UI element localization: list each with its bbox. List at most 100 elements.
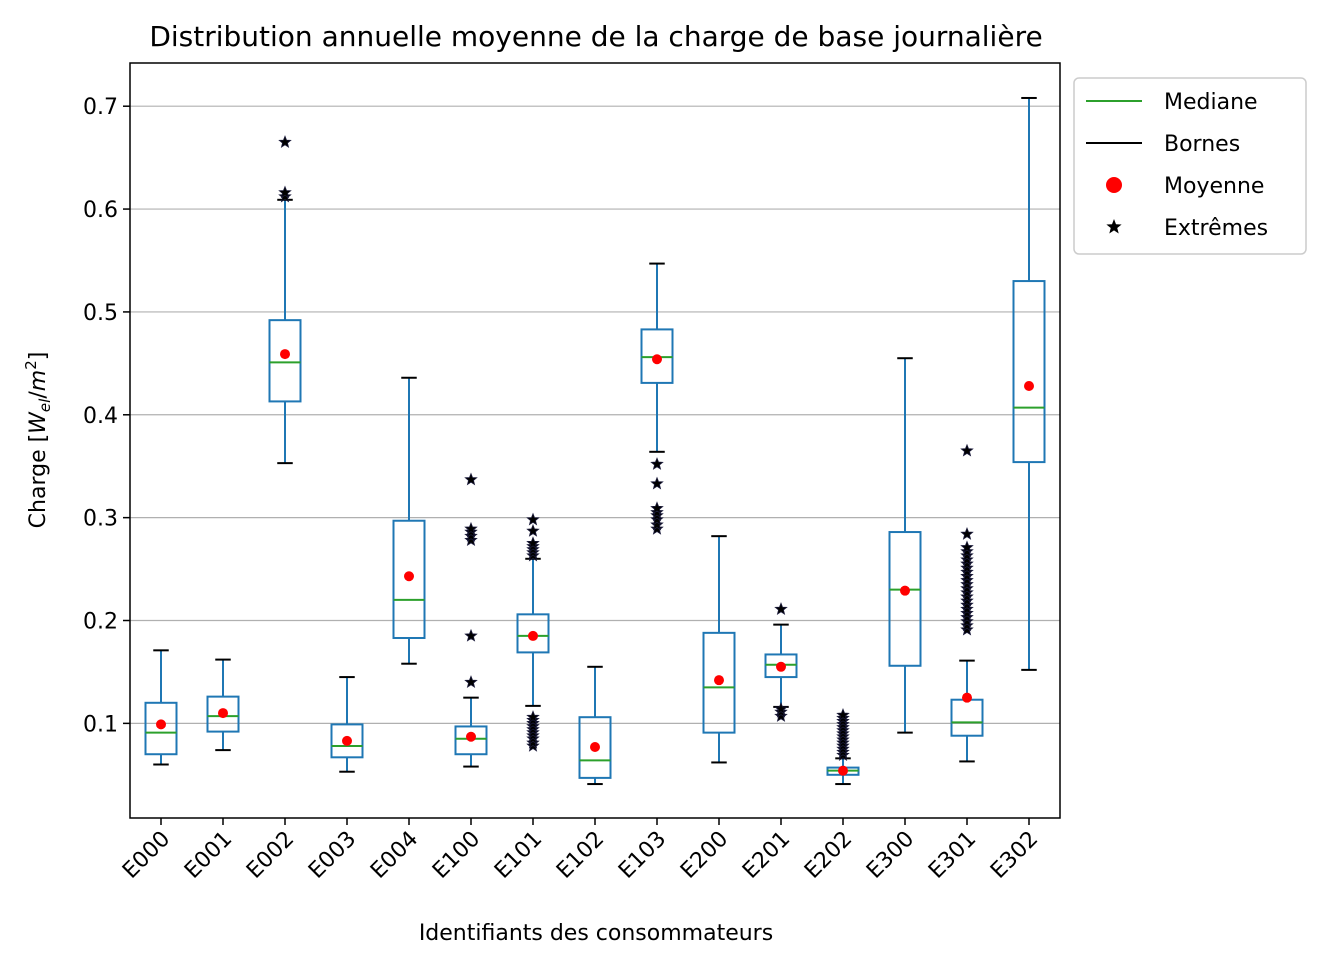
legend-star-swatch <box>1106 219 1122 234</box>
y-axis-title-prefix: Charge [ <box>26 434 51 529</box>
outlier-marker <box>960 443 974 457</box>
box-iqr <box>702 631 736 734</box>
outlier-marker <box>960 597 974 611</box>
legend-label: Extrêmes <box>1164 216 1268 241</box>
y-tick-label: 0.3 <box>83 507 118 532</box>
outlier-marker <box>526 735 540 749</box>
outlier-marker <box>960 589 974 603</box>
box-E003 <box>330 676 364 773</box>
y-tick-label: 0.7 <box>83 95 118 120</box>
box-E301 <box>950 443 984 763</box>
box-E000 <box>144 649 178 766</box>
x-tick-label: E102 <box>552 827 609 884</box>
box-E302 <box>1012 96 1046 671</box>
y-tick-label: 0.4 <box>83 404 118 429</box>
mean-marker <box>838 765 848 776</box>
outlier-marker <box>960 614 974 628</box>
outlier-marker <box>774 602 788 615</box>
legend-frame <box>1073 77 1307 255</box>
box-iqr <box>640 328 674 384</box>
x-tick-label: E103 <box>614 827 671 884</box>
outlier-marker <box>960 527 974 540</box>
outlier-marker <box>960 585 974 599</box>
box-plot-series <box>144 96 1046 786</box>
mean-marker <box>590 742 600 753</box>
outlier-marker <box>650 457 664 470</box>
x-tick-label: E000 <box>118 827 175 884</box>
outlier-marker <box>960 606 974 620</box>
mean-marker <box>652 354 662 365</box>
outlier-marker <box>464 529 478 542</box>
legend-dot-swatch <box>1106 177 1122 193</box>
outlier-marker <box>278 185 292 199</box>
y-axis-title-suffix: ] <box>26 352 51 361</box>
outlier-marker <box>464 472 478 486</box>
outlier-marker <box>960 556 974 570</box>
outlier-marker <box>464 675 478 688</box>
box-E001 <box>206 658 240 752</box>
outlier-marker <box>960 548 974 562</box>
y-tick-label: 0.1 <box>83 712 118 737</box>
legend-label: Bornes <box>1164 132 1240 157</box>
x-tick-label: E100 <box>428 827 485 884</box>
y-axis-title: Charge [Wel/m2] <box>22 352 54 529</box>
x-tick-label: E201 <box>738 827 795 884</box>
box-iqr <box>330 723 364 759</box>
box-E200 <box>702 535 736 764</box>
outlier-marker <box>774 709 788 722</box>
legend-item-extrêmes: Extrêmes <box>1106 216 1268 241</box>
axes: 0.1 0.2 0.3 0.4 0.5 0.6 0.7 E000 E001 E002 E003 E00… <box>83 95 1043 884</box>
mean-marker <box>1024 380 1034 391</box>
outlier-marker <box>960 581 974 595</box>
outlier-marker <box>960 573 974 587</box>
legend-label: Moyenne <box>1164 174 1264 199</box>
box-iqr <box>268 319 302 403</box>
box-iqr <box>206 695 240 733</box>
outlier-marker <box>960 569 974 583</box>
legend: Mediane Bornes Moyenne Extrêmes <box>1073 77 1307 255</box>
legend-item-mediane: Mediane <box>1086 90 1258 115</box>
outlier-marker <box>960 560 974 574</box>
outlier-marker <box>960 622 974 636</box>
outlier-marker <box>960 610 974 624</box>
box-E100 <box>454 472 488 768</box>
outlier-marker <box>960 540 974 554</box>
mean-marker <box>528 630 538 641</box>
y-axis-title-slash: / <box>26 391 51 399</box>
box-iqr <box>950 698 984 737</box>
mean-marker <box>280 349 290 360</box>
x-tick-label: E004 <box>366 827 423 884</box>
outlier-marker <box>278 135 292 148</box>
outlier-marker <box>960 552 974 566</box>
box-iqr <box>516 613 550 654</box>
outlier-marker <box>650 521 664 535</box>
legend-items: Mediane Bornes Moyenne Extrêmes <box>1086 90 1268 241</box>
mean-marker <box>218 708 228 719</box>
x-tick-label: E300 <box>862 827 919 884</box>
outlier-marker <box>960 577 974 591</box>
box-iqr <box>392 519 426 639</box>
box-E300 <box>888 357 922 734</box>
x-tick-label: E002 <box>242 827 299 884</box>
x-tick-label: E200 <box>676 827 733 884</box>
box-E201 <box>764 602 798 722</box>
box-iqr <box>578 716 612 779</box>
x-tick-label: E101 <box>490 827 547 884</box>
outlier-marker <box>526 536 540 550</box>
outlier-marker <box>960 593 974 607</box>
x-axis-title: Identifiants des consommateurs <box>419 921 773 946</box>
outlier-marker <box>960 618 974 632</box>
mean-marker <box>962 692 972 703</box>
box-iqr <box>764 653 798 679</box>
chart-title: Distribution annuelle moyenne de la char… <box>149 20 1042 53</box>
legend-label: Mediane <box>1164 90 1258 115</box>
outlier-marker <box>464 628 478 642</box>
box-E101 <box>516 512 550 752</box>
mean-marker <box>156 719 166 730</box>
outlier-marker <box>774 701 788 715</box>
box-iqr <box>888 531 922 667</box>
y-tick-label: 0.5 <box>83 301 118 326</box>
y-tick-label: 0.2 <box>83 610 118 635</box>
outlier-marker <box>960 544 974 558</box>
